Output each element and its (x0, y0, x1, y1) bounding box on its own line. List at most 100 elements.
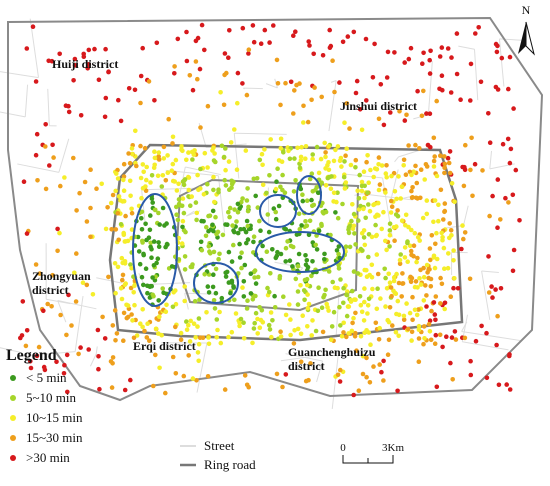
point (331, 309, 337, 315)
point (386, 337, 392, 343)
point (461, 183, 467, 189)
point (473, 338, 479, 344)
point (229, 329, 235, 335)
point (399, 294, 405, 299)
point (128, 285, 134, 291)
point (291, 33, 296, 38)
point (323, 150, 328, 155)
point (398, 252, 404, 257)
point (336, 244, 342, 249)
point (320, 53, 326, 58)
point (384, 175, 390, 180)
point (452, 199, 457, 205)
point (510, 192, 516, 198)
point (313, 242, 319, 248)
point (275, 249, 280, 255)
point (241, 294, 247, 299)
point (495, 313, 500, 319)
point (418, 282, 424, 287)
point (116, 97, 121, 103)
point (438, 187, 444, 193)
point (66, 109, 72, 115)
point (316, 170, 322, 176)
point (439, 281, 445, 287)
point (427, 71, 433, 76)
point (112, 308, 118, 313)
point (424, 304, 429, 309)
point (295, 326, 301, 332)
point (295, 302, 301, 307)
point (57, 51, 62, 57)
point (358, 302, 364, 308)
point (253, 310, 259, 316)
point (383, 304, 388, 309)
point (283, 372, 289, 377)
point (84, 282, 90, 288)
point (273, 255, 279, 261)
point (119, 296, 125, 302)
point (365, 153, 370, 158)
point (243, 229, 249, 235)
point (265, 212, 271, 217)
point (413, 279, 419, 284)
point (448, 294, 454, 300)
point (455, 286, 461, 291)
point (240, 81, 245, 86)
point (251, 39, 257, 45)
point (424, 262, 430, 268)
point (149, 255, 154, 260)
point (113, 290, 118, 296)
point (245, 208, 251, 214)
point (437, 86, 442, 92)
point (182, 267, 188, 272)
point (449, 181, 455, 186)
point (218, 340, 224, 346)
point (273, 186, 279, 192)
district-label: district (32, 283, 69, 297)
point (461, 236, 466, 242)
point (436, 218, 441, 224)
point (432, 312, 438, 317)
point (173, 371, 179, 376)
point (227, 214, 232, 220)
point (379, 226, 385, 232)
point (376, 337, 382, 342)
point (399, 218, 405, 223)
point (73, 299, 79, 304)
point (229, 259, 235, 264)
point (412, 307, 418, 313)
point (363, 215, 369, 221)
point (372, 201, 377, 207)
point (421, 274, 427, 280)
point (357, 172, 363, 178)
point (335, 190, 340, 195)
point (227, 187, 232, 192)
street (0, 347, 21, 353)
point (148, 213, 153, 218)
point (362, 195, 367, 201)
point (503, 195, 508, 201)
point (403, 222, 408, 228)
point (33, 152, 39, 158)
point (222, 51, 228, 56)
point (300, 192, 305, 197)
point (426, 321, 432, 327)
point (152, 207, 158, 213)
point (388, 110, 393, 115)
point (216, 256, 221, 262)
point (395, 208, 400, 213)
point (113, 188, 118, 194)
point (28, 359, 33, 364)
point (337, 304, 342, 310)
point (207, 213, 213, 218)
point (254, 176, 260, 181)
point (330, 279, 336, 285)
point (310, 189, 316, 194)
point (415, 88, 420, 94)
point (140, 240, 145, 245)
point (161, 156, 167, 161)
point (293, 178, 298, 183)
point (197, 66, 203, 72)
point (405, 259, 411, 265)
point (436, 202, 441, 208)
